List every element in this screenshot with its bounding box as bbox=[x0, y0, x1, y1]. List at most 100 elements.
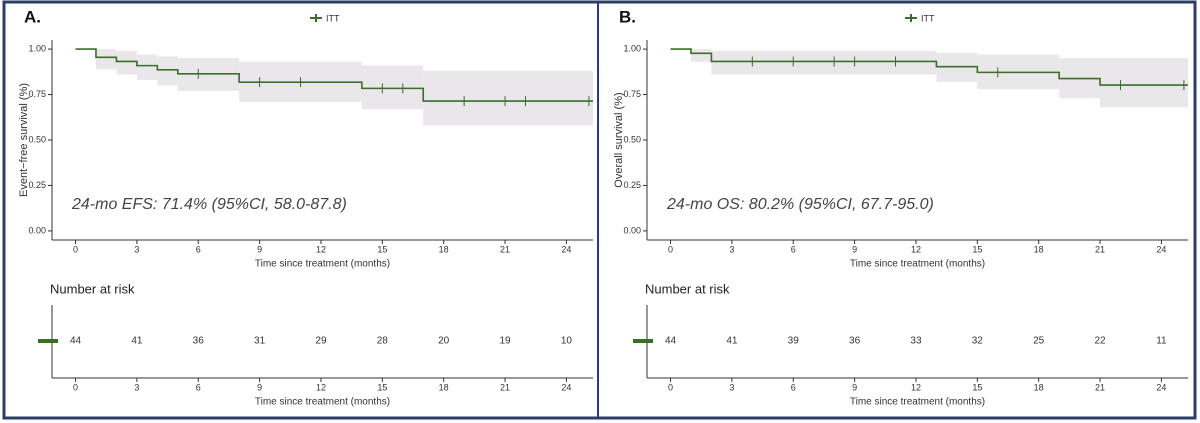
at-risk-count: 29 bbox=[315, 336, 327, 347]
censor-mark bbox=[1117, 80, 1124, 91]
x-tick-label: 9 bbox=[257, 244, 262, 254]
x-tick-label: 21 bbox=[500, 244, 510, 254]
risk-x-tick-label: 6 bbox=[196, 382, 201, 392]
x-tick-label: 6 bbox=[196, 244, 201, 254]
survival-line bbox=[670, 48, 1188, 86]
ci-band bbox=[711, 50, 937, 75]
risk-x-tick-label: 18 bbox=[439, 382, 449, 392]
x-tick-label: 12 bbox=[316, 244, 326, 254]
at-risk-count: 11 bbox=[1156, 336, 1167, 347]
censor-mark bbox=[256, 77, 263, 88]
censor-mark bbox=[399, 83, 406, 94]
risk-x-tick-label: 12 bbox=[911, 382, 921, 392]
censor-mark bbox=[994, 67, 1001, 78]
x-tick-label: 15 bbox=[972, 244, 982, 254]
risk-x-axis-label: Time since treatment (months) bbox=[850, 397, 985, 408]
risk-x-tick-label: 15 bbox=[377, 382, 387, 392]
panel-label: A. bbox=[24, 7, 41, 26]
censor-mark bbox=[1180, 80, 1187, 91]
censor-mark bbox=[502, 96, 509, 107]
y-tick-label: 0.50 bbox=[28, 134, 46, 144]
x-tick-label: 15 bbox=[377, 244, 387, 254]
censor-mark bbox=[851, 56, 858, 67]
x-tick-label: 18 bbox=[1034, 244, 1044, 254]
ci-band bbox=[116, 50, 137, 75]
ci-band bbox=[136, 54, 158, 80]
at-risk-count: 41 bbox=[131, 336, 143, 347]
x-tick-label: 12 bbox=[911, 244, 921, 254]
risk-x-tick-label: 21 bbox=[1095, 382, 1105, 392]
at-risk-count: 19 bbox=[499, 336, 511, 347]
x-tick-label: 0 bbox=[73, 244, 78, 254]
y-tick-label: 0.25 bbox=[28, 180, 46, 190]
risk-x-tick-label: 6 bbox=[791, 382, 796, 392]
risk-title: Number at risk bbox=[50, 281, 135, 296]
at-risk-count: 20 bbox=[438, 336, 450, 347]
x-tick-label: 0 bbox=[668, 244, 673, 254]
at-risk-count: 33 bbox=[910, 336, 922, 347]
risk-x-tick-label: 3 bbox=[134, 382, 139, 392]
legend-label: ITT bbox=[921, 13, 935, 23]
risk-x-tick-label: 24 bbox=[561, 382, 571, 392]
ci-band bbox=[690, 49, 712, 62]
x-axis-label: Time since treatment (months) bbox=[850, 259, 985, 270]
risk-title: Number at risk bbox=[645, 281, 730, 296]
x-tick-label: 18 bbox=[439, 244, 449, 254]
x-tick-label: 24 bbox=[1156, 244, 1166, 254]
at-risk-count: 36 bbox=[849, 336, 861, 347]
censor-mark bbox=[461, 96, 468, 107]
at-risk-count: 28 bbox=[377, 336, 389, 347]
y-axis-label: Event−free survival (%) bbox=[18, 83, 30, 197]
ci-band bbox=[95, 49, 117, 70]
censor-mark bbox=[379, 83, 386, 94]
risk-x-tick-label: 0 bbox=[73, 382, 78, 392]
ci-band bbox=[361, 65, 424, 110]
annotation: 24-mo EFS: 71.4% (95%CI, 58.0-87.8) bbox=[71, 196, 347, 213]
x-tick-label: 24 bbox=[561, 244, 571, 254]
at-risk-count: 44 bbox=[665, 336, 677, 347]
at-risk-count: 39 bbox=[788, 336, 800, 347]
y-tick-label: 1.00 bbox=[28, 43, 46, 53]
at-risk-count: 22 bbox=[1094, 336, 1106, 347]
y-tick-label: 0.00 bbox=[28, 225, 46, 235]
risk-x-tick-label: 0 bbox=[668, 382, 673, 392]
legend-swatch bbox=[905, 14, 917, 22]
censor-mark bbox=[195, 68, 202, 79]
annotation: 24-mo OS: 80.2% (95%CI, 67.7-95.0) bbox=[666, 196, 934, 213]
survival-line bbox=[75, 48, 593, 102]
risk-x-tick-label: 15 bbox=[972, 382, 982, 392]
y-tick-label: 0.00 bbox=[623, 225, 641, 235]
censor-mark bbox=[522, 96, 529, 107]
at-risk-count: 10 bbox=[561, 336, 573, 347]
y-tick-label: 1.00 bbox=[623, 43, 641, 53]
x-tick-label: 3 bbox=[729, 244, 734, 254]
y-tick-label: 0.75 bbox=[623, 89, 641, 99]
censor-mark bbox=[790, 56, 797, 67]
risk-x-tick-label: 9 bbox=[852, 382, 857, 392]
censor-mark bbox=[831, 56, 838, 67]
y-tick-label: 0.50 bbox=[623, 134, 641, 144]
y-axis-label: Overall survival (%) bbox=[613, 92, 625, 187]
at-risk-count: 44 bbox=[70, 336, 82, 347]
x-axis-label: Time since treatment (months) bbox=[255, 259, 390, 270]
risk-x-tick-label: 24 bbox=[1156, 382, 1166, 392]
at-risk-count: 41 bbox=[726, 336, 738, 347]
censor-mark bbox=[297, 77, 304, 88]
at-risk-count: 25 bbox=[1033, 336, 1045, 347]
censor-mark bbox=[585, 96, 592, 107]
y-tick-label: 0.75 bbox=[28, 89, 46, 99]
ci-band bbox=[1100, 58, 1188, 108]
risk-x-tick-label: 12 bbox=[316, 382, 326, 392]
risk-x-tick-label: 9 bbox=[257, 382, 262, 392]
at-risk-count: 32 bbox=[972, 336, 984, 347]
risk-x-tick-label: 18 bbox=[1034, 382, 1044, 392]
y-tick-label: 0.25 bbox=[623, 180, 641, 190]
at-risk-count: 36 bbox=[193, 336, 205, 347]
x-tick-label: 6 bbox=[791, 244, 796, 254]
ci-band bbox=[423, 70, 593, 126]
legend-swatch bbox=[310, 14, 322, 22]
risk-x-tick-label: 21 bbox=[500, 382, 510, 392]
x-tick-label: 21 bbox=[1095, 244, 1105, 254]
censor-mark bbox=[749, 56, 756, 67]
legend-label: ITT bbox=[326, 13, 340, 23]
